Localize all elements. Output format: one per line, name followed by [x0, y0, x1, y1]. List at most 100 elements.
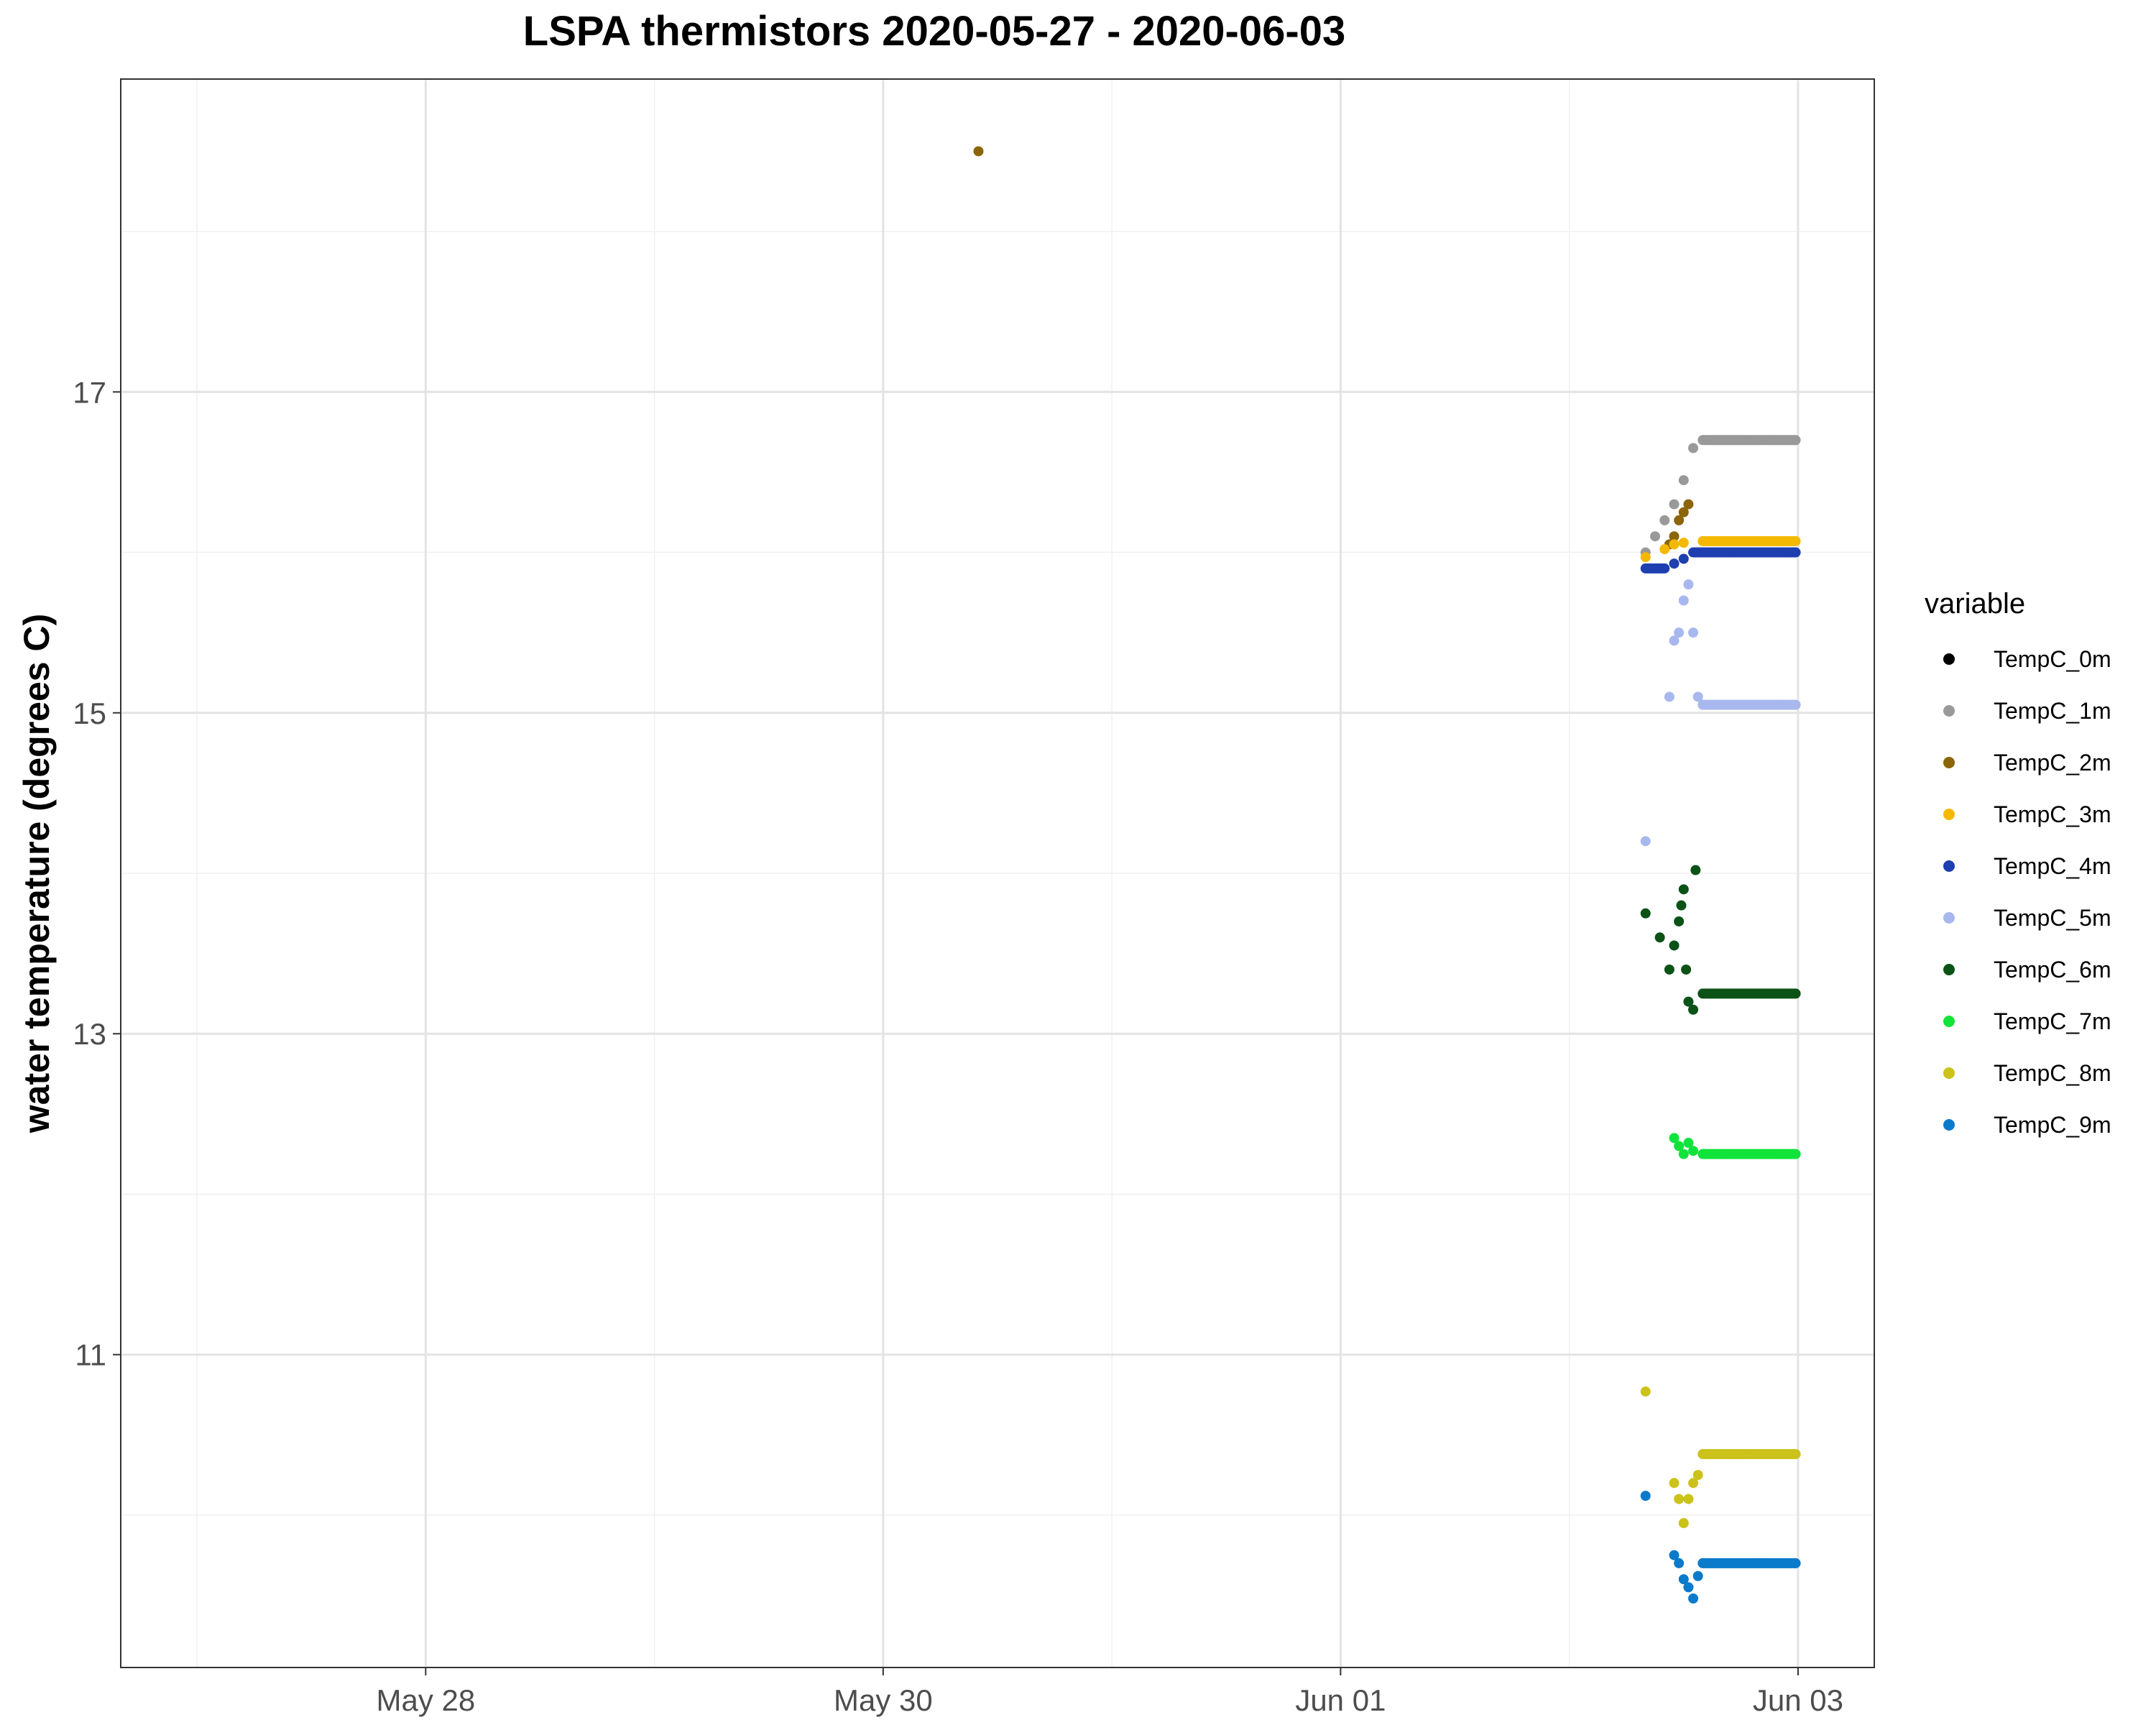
data-point	[1683, 1582, 1694, 1593]
data-point	[1659, 515, 1670, 525]
data-point	[1669, 558, 1680, 569]
axis-layer: May 28 May 30 Jun 01 Jun 03 11 13 15 17	[73, 375, 1843, 1717]
points-layer	[973, 146, 1801, 1604]
data-point	[1640, 836, 1651, 847]
legend-item: TempC_5m	[1925, 892, 2111, 944]
data-point	[1790, 435, 1801, 446]
legend-key-dot	[1943, 860, 1955, 872]
legend-items: TempC_0m TempC_1m TempC_2m TempC_3m TempC_4m…	[1925, 633, 2111, 1151]
x-tick-label: May 28	[376, 1683, 475, 1717]
data-point	[1674, 1141, 1685, 1151]
data-point	[1692, 1570, 1703, 1581]
data-point	[1669, 539, 1680, 550]
data-point	[1790, 1449, 1801, 1460]
legend-item: TempC_0m	[1925, 633, 2111, 685]
data-point	[1688, 1478, 1699, 1489]
data-point	[1674, 1494, 1685, 1504]
data-point	[1683, 996, 1694, 1007]
data-point	[1692, 1470, 1703, 1481]
series-TempC_8m	[1640, 1386, 1801, 1529]
data-point	[1690, 865, 1701, 875]
data-point	[1659, 544, 1670, 555]
data-point	[1674, 515, 1685, 525]
legend-label: TempC_3m	[1994, 801, 2111, 827]
data-point	[1669, 1133, 1680, 1144]
data-point	[1678, 1518, 1689, 1529]
legend-key-dot	[1943, 1119, 1955, 1131]
legend-item: TempC_7m	[1925, 995, 2111, 1047]
series-TempC_4m	[1640, 547, 1801, 574]
legend-key-dot	[1943, 809, 1955, 820]
data-point	[1659, 563, 1670, 574]
data-point	[1674, 1558, 1685, 1568]
legend-label: TempC_2m	[1994, 749, 2111, 776]
legend-key-dot	[1943, 705, 1955, 717]
legend-label: TempC_4m	[1994, 852, 2111, 879]
series-TempC_3m	[1640, 535, 1801, 563]
data-point	[1669, 940, 1680, 951]
data-point	[1688, 1004, 1699, 1015]
data-point	[1683, 499, 1694, 510]
data-point	[1688, 1146, 1699, 1156]
legend-key-dot	[1943, 1016, 1955, 1027]
data-point	[1669, 1478, 1680, 1489]
data-point	[1674, 916, 1685, 926]
data-point	[1678, 553, 1689, 564]
data-point	[1678, 595, 1689, 606]
data-point	[1678, 475, 1689, 486]
data-point	[1650, 531, 1660, 542]
data-point	[1678, 884, 1689, 895]
data-point	[1674, 627, 1685, 638]
legend-item: TempC_3m	[1925, 788, 2111, 840]
data-point	[1688, 627, 1699, 638]
legend-label: TempC_1m	[1994, 697, 2111, 724]
series-TempC_6m	[1640, 865, 1801, 1015]
data-point	[1640, 1386, 1651, 1397]
data-point	[1678, 538, 1689, 548]
series-TempC_5m	[1640, 579, 1801, 847]
data-point	[1669, 531, 1680, 542]
legend-label: TempC_8m	[1994, 1059, 2111, 1086]
legend-key-dot	[1943, 912, 1955, 924]
y-tick-label: 17	[73, 375, 106, 409]
legend-item: TempC_4m	[1925, 840, 2111, 892]
data-point	[1688, 1593, 1699, 1604]
legend-key-dot	[1943, 757, 1955, 768]
data-point	[1664, 964, 1674, 975]
data-point	[1688, 443, 1699, 454]
x-tick-label: Jun 01	[1295, 1683, 1386, 1717]
legend-key-dot	[1943, 964, 1955, 975]
legend-label: TempC_0m	[1994, 645, 2111, 672]
legend: variable TempC_0m TempC_1m TempC_2m TempC_3…	[1925, 588, 2111, 1151]
y-tick-label: 15	[73, 696, 106, 730]
data-point	[1640, 552, 1651, 563]
legend-label: TempC_9m	[1994, 1111, 2111, 1138]
data-point	[1640, 908, 1651, 919]
legend-label: TempC_7m	[1994, 1008, 2111, 1034]
data-point	[1678, 1149, 1689, 1159]
legend-label: TempC_5m	[1994, 904, 2111, 931]
data-point	[1790, 699, 1801, 710]
data-point	[1790, 547, 1801, 558]
data-point	[1790, 988, 1801, 999]
data-point	[1664, 691, 1674, 702]
data-point	[1678, 507, 1689, 518]
data-point	[1676, 900, 1687, 911]
chart-title: LSPA thermistors 2020-05-27 - 2020-06-03	[522, 8, 1346, 55]
legend-item: TempC_6m	[1925, 944, 2111, 995]
data-point	[1669, 499, 1680, 510]
x-tick-label: May 30	[834, 1683, 933, 1717]
x-tick-label: Jun 03	[1753, 1683, 1843, 1717]
legend-item: TempC_2m	[1925, 737, 2111, 788]
legend-item: TempC_8m	[1925, 1047, 2111, 1099]
y-tick-label: 13	[73, 1017, 106, 1051]
data-point	[1669, 1550, 1680, 1560]
legend-key-dot	[1943, 653, 1955, 665]
data-point	[973, 146, 984, 157]
data-point	[1683, 1494, 1694, 1504]
data-point	[1669, 635, 1680, 646]
series-TempC_2m	[973, 146, 1694, 550]
data-point	[1640, 1491, 1651, 1501]
data-point	[1683, 579, 1694, 590]
data-point	[1790, 1558, 1801, 1568]
